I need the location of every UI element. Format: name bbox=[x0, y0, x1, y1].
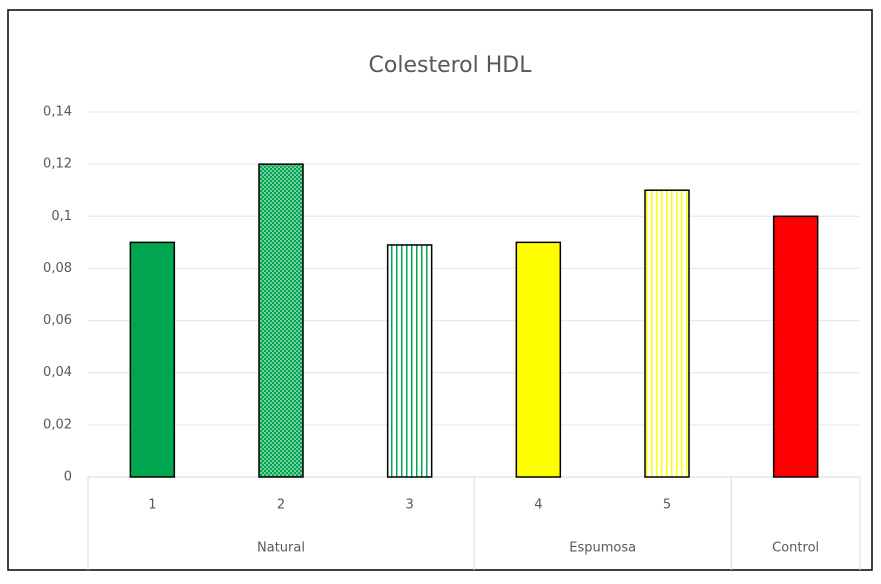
y-tick-label: 0,14 bbox=[43, 105, 72, 120]
y-tick-label: 0,1 bbox=[51, 209, 72, 224]
bar bbox=[129, 241, 176, 478]
y-tick-label: 0,06 bbox=[43, 313, 72, 328]
group-label: Control bbox=[772, 541, 819, 556]
bar bbox=[258, 163, 304, 478]
chart-title: Colesterol HDL bbox=[369, 53, 533, 78]
y-tick-label: 0,02 bbox=[43, 417, 72, 432]
y-tick-label: 0 bbox=[64, 470, 72, 485]
bar bbox=[644, 189, 690, 478]
y-tick-label: 0,12 bbox=[43, 157, 72, 172]
group-label: Natural bbox=[257, 541, 305, 556]
x-tick-label: 5 bbox=[663, 498, 671, 513]
bar bbox=[386, 244, 433, 478]
bar bbox=[515, 241, 562, 478]
x-tick-label: 3 bbox=[406, 498, 414, 513]
x-tick-label: 2 bbox=[277, 498, 285, 513]
y-tick-label: 0,08 bbox=[43, 261, 72, 276]
group-label: Espumosa bbox=[569, 541, 636, 556]
x-tick-label: 4 bbox=[534, 498, 542, 513]
y-tick-label: 0,04 bbox=[43, 365, 72, 380]
x-tick-label: 1 bbox=[148, 498, 156, 513]
bar bbox=[772, 215, 819, 478]
